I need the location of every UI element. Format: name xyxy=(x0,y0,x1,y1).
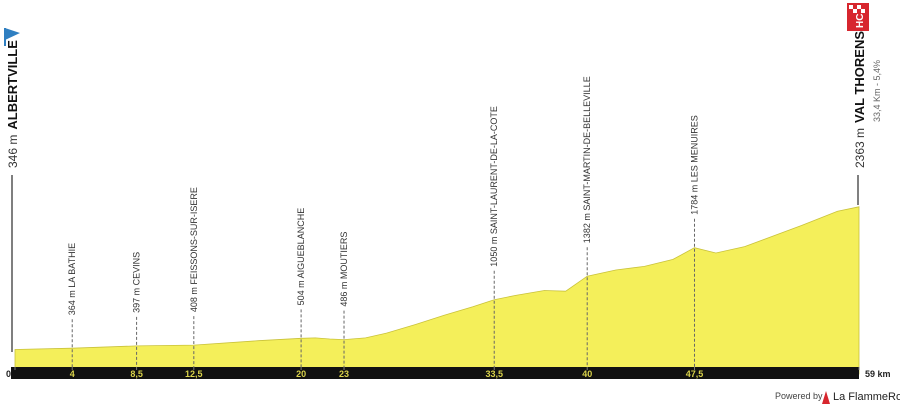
x-tick-label: 0 xyxy=(6,369,11,379)
x-tick-label: 59 km xyxy=(865,369,891,379)
powered-by: Powered by xyxy=(775,391,823,401)
x-tick-label: 40 xyxy=(582,369,592,379)
start-name: ALBERTVILLE xyxy=(5,40,20,130)
start-elevation: 346 m xyxy=(6,135,20,168)
elevation-area xyxy=(14,206,860,375)
climb-info: 33,4 Km - 5,4% xyxy=(872,60,882,122)
brand: La FlammeRouge xyxy=(833,391,900,403)
waypoint-label: 1784 m LES MENUIRES xyxy=(689,115,699,215)
x-tick-label: 33,5 xyxy=(485,369,503,379)
brand-logo xyxy=(822,391,830,404)
waypoint-label: 397 m CEVINS xyxy=(132,252,142,313)
x-axis-bar xyxy=(11,367,859,379)
waypoint-label: 486 m MOUTIERS xyxy=(339,232,349,307)
waypoint-label: 364 m LA BATHIE xyxy=(67,243,77,315)
finish-name: VAL THORENS xyxy=(852,31,867,123)
x-tick-label: 23 xyxy=(339,369,349,379)
plot: 364 m LA BATHIE 397 m CEVINS 408 m FEISSON… xyxy=(6,76,891,379)
waypoint-label: 1382 m SAINT-MARTIN-DE-BELLEVILLE xyxy=(582,76,592,243)
x-tick-label: 12,5 xyxy=(185,369,203,379)
waypoint-label: 408 m FEISSONS-SUR-ISERE xyxy=(189,187,199,312)
finish-label: 2363 m VAL THORENS xyxy=(852,31,867,168)
badge-checker xyxy=(849,5,865,13)
x-tick-label: 8,5 xyxy=(130,369,143,379)
waypoint-label: 504 m AIGUEBLANCHE xyxy=(296,208,306,306)
category-label: HC xyxy=(855,14,866,28)
x-tick-label: 47,5 xyxy=(686,369,704,379)
x-tick-label: 20 xyxy=(296,369,306,379)
start-flag xyxy=(5,28,20,40)
start-label: 346 m ALBERTVILLE xyxy=(5,40,20,168)
x-tick-label: 4 xyxy=(70,369,75,379)
finish-elevation: 2363 m xyxy=(853,128,867,168)
waypoint-label: 1050 m SAINT-LAURENT-DE-LA-COTE xyxy=(489,106,499,267)
